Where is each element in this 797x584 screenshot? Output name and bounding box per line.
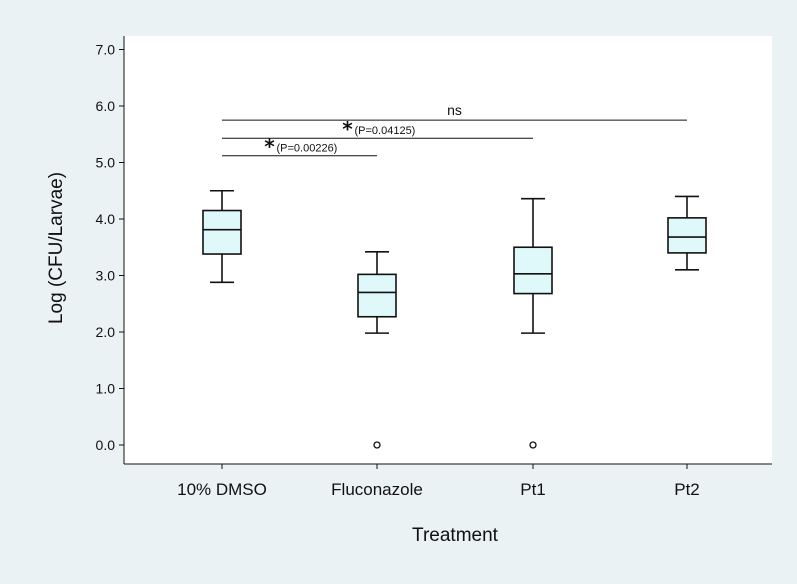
y-tick-label: 0.0: [96, 437, 116, 453]
y-tick-label: 4.0: [96, 211, 116, 227]
outlier-point: [529, 441, 537, 449]
y-tick-label: 6.0: [96, 98, 116, 114]
iqr-box: [667, 217, 707, 254]
significance-star: *: [342, 117, 353, 141]
significance-annotation: * (P=0.00226): [264, 135, 337, 159]
box-pt2: [667, 195, 707, 271]
x-tick-label: Pt2: [674, 480, 700, 499]
significance-label: (P=0.04125): [355, 125, 416, 137]
iqr-box: [357, 273, 397, 318]
x-tick-label: Fluconazole: [331, 480, 423, 499]
x-tick-label: 10% DMSO: [177, 480, 267, 499]
y-tick-label: 1.0: [96, 381, 116, 397]
significance-star: *: [264, 135, 275, 159]
iqr-box: [202, 209, 242, 255]
iqr-box: [513, 246, 553, 295]
significance-label: ns: [447, 102, 462, 118]
box-10-dmso: [202, 189, 242, 284]
significance-label: (P=0.00226): [277, 143, 338, 155]
y-tick-label: 5.0: [96, 155, 116, 171]
box-pt1: [513, 197, 553, 449]
x-axis-title: Treatment: [412, 525, 499, 546]
y-tick-label: 3.0: [96, 268, 116, 284]
box-fluconazole: [357, 250, 397, 449]
significance-annotation: * (P=0.04125): [342, 117, 415, 141]
y-tick-label: 2.0: [96, 324, 116, 340]
x-tick-label: Pt1: [520, 480, 546, 499]
y-tick-label: 7.0: [96, 42, 116, 58]
y-axis-title: Log (CFU/Larvae): [46, 172, 67, 324]
outlier-point: [373, 441, 381, 449]
